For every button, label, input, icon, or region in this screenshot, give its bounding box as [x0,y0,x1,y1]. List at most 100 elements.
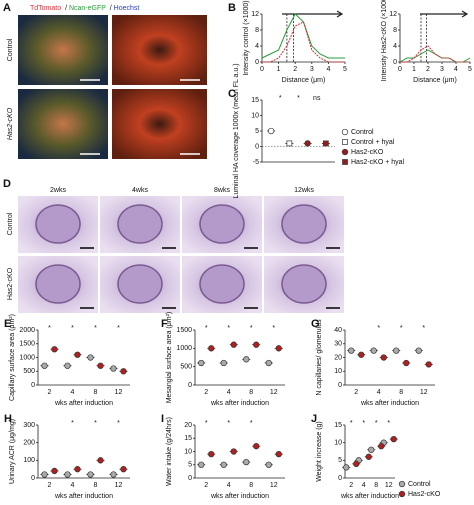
y-tick-label: 5 [188,462,192,469]
significance: * [250,325,253,332]
x-tick-label: 2 [349,482,353,489]
significance: * [279,95,282,102]
y-tick-label: 500 [180,364,192,371]
x-tick-label: 1 [412,66,416,73]
y-tick-label: 200 [23,440,35,447]
y-axis-label: Mesangial surface area (μm²) [166,312,173,404]
x-tick-label: 2 [354,389,358,396]
separator: / [63,5,69,12]
x-tick-label: 0 [260,66,264,73]
y-tick-label: 1500 [19,341,35,348]
x-tick-label: 12 [420,389,428,396]
panel-label: H [4,413,12,425]
x-tick-label: 8 [374,482,378,489]
x-axis-label: Distance (μm) [282,77,326,84]
axis [261,14,345,63]
y-tick-label: 5 [255,128,259,135]
x-tick-label: 4 [71,482,75,489]
glomerulus [281,204,327,244]
y-tick-label: 12 [389,11,397,18]
y-axis-label: Intensity control (×1000) [243,0,250,75]
legend-marker [341,148,349,156]
significance: * [227,325,230,332]
data-point [97,457,104,464]
data-point [208,345,215,352]
significance: * [350,420,353,427]
data-point [110,365,117,372]
x-tick-label: 8 [249,389,253,396]
x-tick-label: 5 [468,66,472,73]
y-tick-label: 0 [393,59,397,66]
y-tick-label: 15 [251,97,259,104]
y-axis-label: Urinary ACR (μg/mg) [9,419,16,484]
y-tick-label: 20 [334,354,342,361]
x-tick-label: 2 [48,389,52,396]
significance: * [387,420,390,427]
legend-label: Control [351,129,374,136]
data-point [348,347,355,354]
significance: * [272,325,275,332]
x-tick-label: 3 [310,66,314,73]
data-point [243,356,250,363]
legend-label: Has2-cKO + hyal [351,159,405,166]
data-point [74,351,81,358]
panel-label: D [3,178,11,190]
row-label: Control [7,38,14,61]
data-point [51,467,58,475]
y-tick-label: 0 [31,382,35,389]
glomerulus [281,264,327,304]
data-point [403,359,410,367]
x-tick-label: 8 [94,389,98,396]
legend-marker [398,490,406,498]
legend-marker [342,159,348,165]
y-tick-label: 0 [188,475,192,482]
x-axis-label: wks after induction [340,493,399,500]
y-tick-label: 8 [393,27,397,34]
y-tick-label: 15 [334,422,342,429]
y-tick-label: 4 [393,43,397,50]
legend-label: Has2-cKO [408,491,441,498]
data-point [87,354,94,361]
x-tick-label: 2 [293,66,297,73]
significance: * [377,325,380,332]
y-tick-label: 12 [251,11,259,18]
channel: TdTomato [30,5,61,12]
y-tick-label: 500 [23,368,35,375]
micrographs-a [18,15,207,159]
panel-label: A [3,2,11,14]
significance: * [297,95,300,102]
panel-label: G [311,318,320,330]
data-point [353,460,360,468]
column-header: 2wks [50,187,66,194]
axis [344,330,435,386]
arrow [420,10,469,18]
legend-label: Has2-cKO [351,149,384,156]
separator: / [108,5,114,12]
x-tick-label: 1 [277,66,281,73]
panel-label: B [228,2,236,14]
x-tick-label: 8 [399,389,403,396]
glomerulus [199,264,245,304]
data-point [370,347,377,354]
x-tick-label: 4 [326,66,330,73]
line [262,21,345,63]
axis [194,425,285,479]
significance: * [205,420,208,427]
axis [37,330,130,386]
significance: * [117,325,120,332]
data-point [275,345,282,352]
x-tick-label: 2 [204,389,208,396]
row-label: Has2-cKO [7,267,14,300]
legend-marker [342,139,348,145]
y-axis-label: Luminal HA coverage 1000x (mean FL a.u.) [233,63,240,198]
y-tick-label: 5 [338,457,342,464]
axis [194,330,285,386]
y-axis-label: Capillary surface area (μm²) [9,314,16,401]
x-tick-label: 4 [454,66,458,73]
y-tick-label: 40 [334,327,342,334]
axis [399,14,470,63]
data-point [87,471,94,478]
y-axis-label: Intensity Has2-cKO (×1000) [381,0,388,81]
data-point [110,471,117,478]
